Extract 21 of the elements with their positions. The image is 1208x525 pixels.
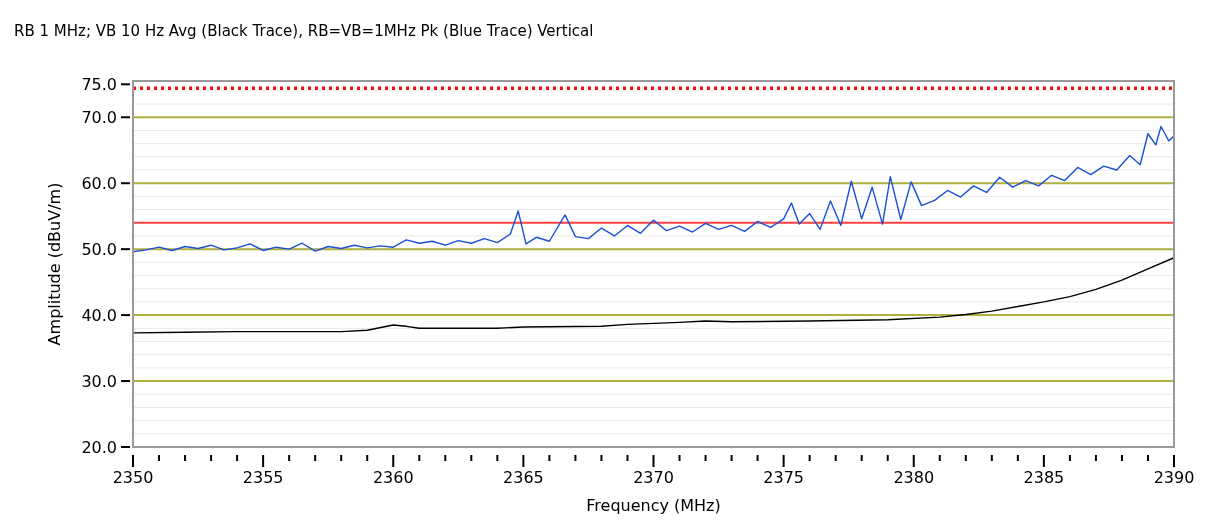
x-tick-label: 2355 xyxy=(242,468,284,487)
y-tick-label: 60.0 xyxy=(81,173,117,193)
y-tick-label: 30.0 xyxy=(81,371,117,391)
y-axis-title: Amplitude (dBuV/m) xyxy=(45,182,64,346)
y-tick-label: 50.0 xyxy=(81,239,117,259)
x-tick-label: 2350 xyxy=(112,468,154,487)
y-tick-label: 20.0 xyxy=(81,437,117,457)
x-axis-title: Frequency (MHz) xyxy=(586,496,721,515)
line-series xyxy=(132,125,1175,253)
x-tick-label: 2385 xyxy=(1023,468,1065,487)
x-tick-label: 2375 xyxy=(763,468,804,487)
x-tick-label: 2360 xyxy=(372,468,414,487)
y-tick-label: 75.0 xyxy=(81,74,117,94)
y-tick-label: 40.0 xyxy=(81,305,117,325)
y-tick-label: 70.0 xyxy=(81,107,117,127)
line-series xyxy=(132,257,1175,334)
x-tick-label: 2380 xyxy=(893,468,935,487)
chart-title: RB 1 MHz; VB 10 Hz Avg (Black Trace), RB=VB=1MHz Pk (Blue Trace) Vertical xyxy=(14,22,594,40)
x-tick-label: 2390 xyxy=(1153,468,1195,487)
x-tick-label: 2365 xyxy=(503,468,544,487)
x-tick-label: 2370 xyxy=(633,468,674,487)
